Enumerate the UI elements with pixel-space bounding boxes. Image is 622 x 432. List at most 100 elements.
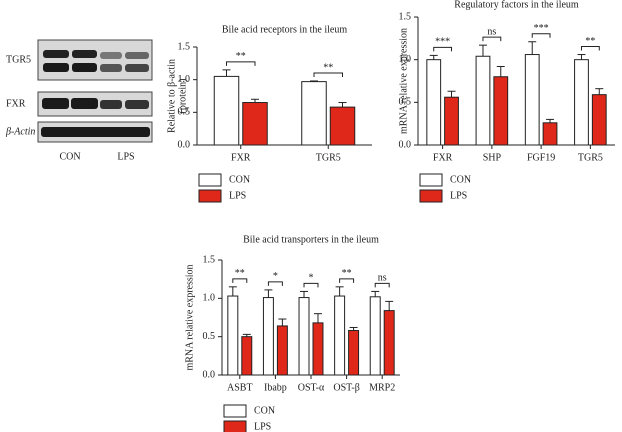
significance-bracket — [580, 46, 600, 51]
y-axis-label: mRNA relative expression — [398, 28, 409, 134]
error-bar — [349, 326, 358, 331]
blot-row-label: FXR — [6, 98, 26, 109]
error-bar — [371, 290, 380, 297]
significance-label: * — [309, 273, 314, 284]
legend-swatch — [198, 173, 222, 187]
blot-lane-label: CON — [59, 151, 80, 162]
significance-bracket — [339, 278, 355, 283]
y-tick-label: 0.5 — [178, 107, 191, 118]
blot-row-label: TGR5 — [6, 54, 31, 65]
significance-label: * — [273, 271, 278, 282]
error-bar — [300, 290, 309, 298]
y-tick-label: 0.0 — [178, 139, 191, 150]
bar — [542, 122, 558, 146]
band — [42, 98, 69, 109]
error-bar — [447, 90, 456, 98]
legend-swatch — [223, 404, 247, 418]
error-bar — [335, 286, 344, 297]
blot-lane-label: LPS — [117, 151, 134, 162]
significance-label: ns — [378, 273, 387, 284]
band — [71, 98, 98, 109]
bar — [426, 59, 442, 146]
x-tick-label: FXR — [231, 152, 251, 163]
y-axis-label: mRNA relative expression — [184, 264, 195, 370]
y-tick-label: 1.0 — [399, 54, 412, 65]
legend-swatch — [419, 189, 443, 203]
bar — [312, 322, 324, 376]
error-bar — [577, 54, 586, 60]
band — [100, 64, 122, 72]
error-bar — [278, 318, 287, 326]
significance-label: ** — [236, 51, 246, 62]
legend-label: LPS — [254, 421, 271, 432]
x-tick-label: Ibabp — [264, 382, 287, 393]
bar — [444, 96, 459, 146]
chart-title: Regulatory factors in the ileum — [454, 0, 579, 10]
significance-label: ** — [342, 268, 352, 279]
bar — [383, 310, 395, 376]
western-blot: TGR5 FXR β-Actin CON LPS — [5, 39, 153, 162]
band — [125, 64, 149, 72]
x-tick-label: SHP — [483, 152, 502, 163]
significance-label: *** — [435, 37, 450, 48]
legend-label: CON — [450, 174, 471, 185]
x-tick-label: TGR5 — [316, 152, 341, 163]
y-tick-label: 1.0 — [203, 293, 216, 304]
blot-row-label: β-Actin — [5, 126, 35, 137]
y-tick-label: 1.0 — [178, 74, 191, 85]
error-bar — [264, 289, 273, 298]
legend-swatch — [419, 173, 443, 187]
significance-label: *** — [534, 23, 549, 34]
significance-bracket — [374, 282, 390, 288]
significance-bracket — [232, 278, 248, 283]
error-bar — [242, 333, 251, 337]
bar — [334, 295, 346, 376]
x-tick-label: FGF19 — [527, 152, 555, 163]
significance-label: ns — [487, 26, 496, 37]
error-bar — [251, 98, 259, 103]
bar — [348, 330, 360, 376]
band — [125, 52, 149, 59]
error-bar — [546, 118, 555, 123]
significance-bracket — [303, 282, 319, 288]
significance-label: ** — [235, 268, 245, 279]
bar — [301, 81, 327, 146]
significance-bracket — [531, 33, 551, 38]
bar — [493, 76, 509, 146]
x-tick-label: FXR — [433, 152, 453, 163]
x-tick-label: MRP2 — [369, 382, 395, 393]
bar — [574, 59, 589, 146]
error-bar — [310, 80, 318, 82]
error-bar — [385, 300, 394, 311]
significance-bracket — [433, 46, 453, 52]
blot-panel — [37, 39, 153, 81]
bar — [298, 297, 310, 376]
y-tick-label: 1.5 — [203, 254, 216, 265]
x-tick-label: OST-β — [333, 382, 359, 393]
band — [43, 50, 69, 58]
legend-label: CON — [254, 405, 275, 416]
legend-swatch — [223, 420, 247, 432]
legend-label: CON — [229, 174, 250, 185]
y-tick-label: 0.5 — [399, 97, 412, 108]
error-bar — [338, 102, 347, 108]
x-tick-label: OST-α — [298, 382, 325, 393]
significance-label: ** — [323, 62, 333, 73]
bar — [475, 55, 491, 146]
error-bar — [313, 313, 322, 323]
legend-swatch — [198, 189, 222, 203]
bar — [213, 75, 240, 146]
error-bar — [595, 88, 604, 95]
y-tick-label: 1.5 — [178, 41, 191, 52]
y-tick-label: 1.5 — [399, 11, 412, 22]
legend-label: LPS — [450, 190, 467, 201]
band — [125, 100, 149, 109]
y-axis-label: Relative to β-actin — [166, 59, 177, 133]
bar — [591, 94, 607, 146]
band — [100, 100, 122, 109]
bar — [329, 106, 356, 146]
significance-bracket — [226, 61, 256, 66]
error-bar — [228, 286, 237, 297]
